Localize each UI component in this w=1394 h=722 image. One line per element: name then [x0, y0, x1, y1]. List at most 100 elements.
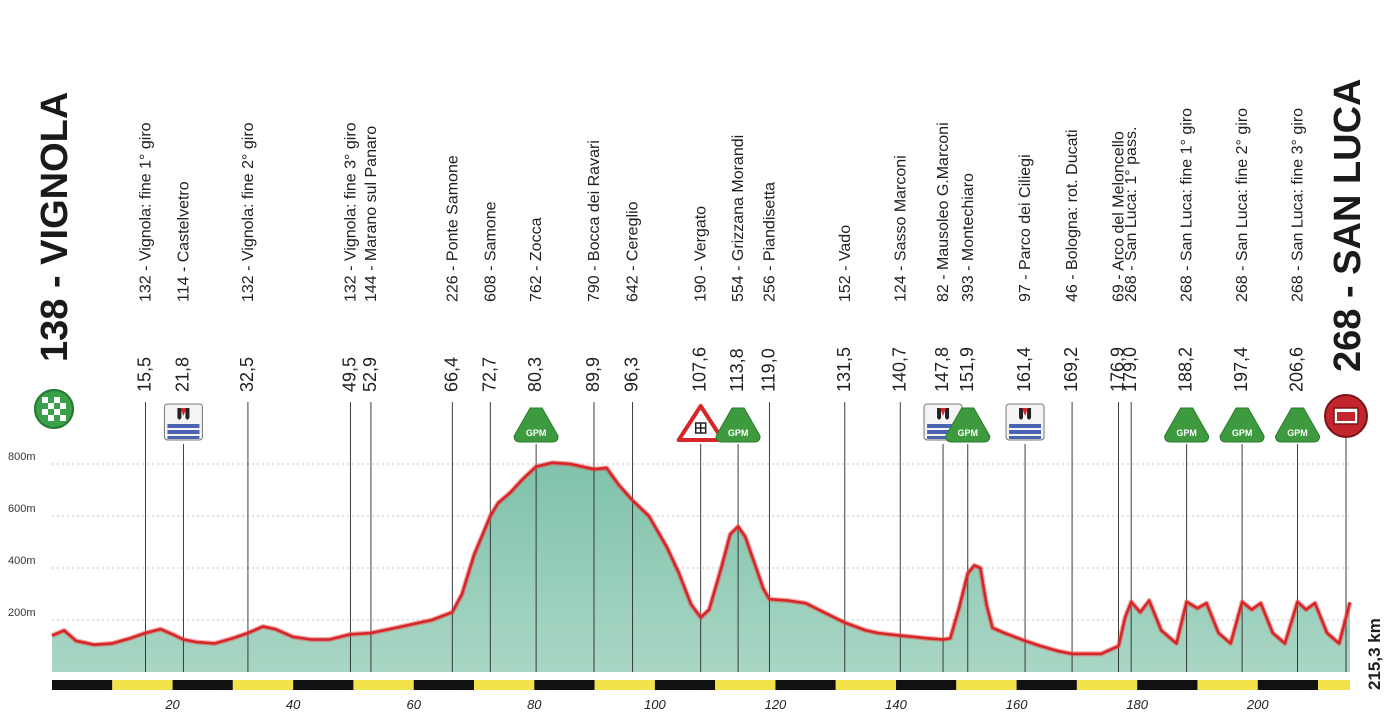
checkpoint-km-label: 96,3 — [622, 357, 642, 392]
checkpoint-place-label: 226 - Ponte Samone — [444, 155, 461, 302]
gpm-badge-text: GPM — [1176, 428, 1197, 438]
gpm-badge-text: GPM — [1287, 428, 1308, 438]
checkpoint-labels: 15,5 132 - Vignola: fine 1° giro 21,8 114 -… — [134, 108, 1306, 392]
x-axis-segment — [112, 680, 173, 690]
x-tick-label: 120 — [765, 697, 787, 712]
x-axis: 20 40 60 80 100 120 140 160 180 200 215,3 km — [52, 618, 1384, 712]
checkpoint-place-label: 268 - San Luca: fine 3° giro — [1290, 108, 1307, 302]
gpm-icon: GPM — [1164, 407, 1210, 443]
start-finish: 138 - VIGNOLA 268 - SAN LUCA — [34, 79, 1369, 438]
checkpoint-place-label: 124 - Sasso Marconi — [892, 155, 909, 302]
checkpoint-place-label: 554 - Grizzana Morandi — [730, 135, 747, 302]
checkpoint-place-label: 97 - Parco dei Ciliegi — [1017, 154, 1034, 302]
x-axis-segment — [1016, 680, 1077, 690]
x-tick-label: 60 — [406, 697, 421, 712]
y-axis: 200m 400m 600m 800m — [8, 451, 36, 619]
x-tick-label: 180 — [1126, 697, 1148, 712]
checkpoint-icons: GPM GPM GPM GPM GPM GPM — [163, 403, 1321, 443]
gpm-badge-text: GPM — [958, 428, 979, 438]
x-axis-segment — [232, 680, 294, 690]
x-axis-segment — [413, 680, 475, 690]
feed-zone-icon — [1005, 403, 1045, 441]
checkpoint-place-label: 642 - Cereglio — [625, 201, 642, 302]
x-axis-segment — [1076, 680, 1138, 690]
elevation-line-path — [51, 461, 1352, 656]
checkpoint-place-label: 152 - Vado — [837, 225, 854, 302]
x-axis-segment — [715, 680, 776, 690]
checkpoint-place-label: 114 - Castelvetro — [175, 181, 192, 302]
checkpoint-place-label: 132 - Vignola: fine 2° giro — [240, 122, 257, 302]
elevation-line — [51, 460, 1353, 657]
checkpoint-km-label: 151,9 — [957, 347, 977, 392]
gpm-badge-text: GPM — [728, 428, 749, 438]
checkpoint-km-label: 188,2 — [1176, 347, 1196, 392]
checkpoint-place-label: 132 - Vignola: fine 1° giro — [137, 122, 154, 302]
finish-title: 268 - SAN LUCA — [1327, 79, 1369, 373]
checkpoint-lines — [144, 402, 1347, 672]
checkpoint-km-label: 89,9 — [583, 357, 603, 392]
x-tick-label: 200 — [1246, 697, 1269, 712]
x-axis-segment — [1197, 680, 1258, 690]
gpm-icon: GPM — [513, 407, 559, 443]
y-tick-label: 600m — [8, 503, 36, 515]
gpm-icon: GPM — [1219, 407, 1265, 443]
x-axis-segment — [293, 680, 354, 690]
x-axis-segment — [1137, 680, 1198, 690]
start-flag-icon — [34, 389, 74, 429]
checkpoint-km-label: 113,8 — [727, 348, 747, 392]
checkpoint-km-label: 176,9 — [1107, 347, 1127, 392]
checkpoint-km-label: 80,3 — [525, 357, 545, 392]
checkpoint-km-label: 169,2 — [1061, 347, 1081, 392]
x-axis-segment — [474, 680, 535, 690]
y-tick-label: 200m — [8, 607, 36, 619]
x-axis-segment — [1257, 680, 1319, 690]
checkpoint-place-label: 268 - San Luca: fine 1° giro — [1179, 108, 1196, 302]
x-axis-segment — [956, 680, 1017, 690]
checkpoint-place-label: 144 - Marano sul Panaro — [363, 126, 380, 302]
x-tick-label: 100 — [644, 697, 666, 712]
x-axis-segment — [654, 680, 716, 690]
x-axis-segment — [172, 680, 233, 690]
checkpoint-km-label: 131,5 — [834, 347, 854, 392]
checkpoint-km-label: 206,6 — [1287, 347, 1307, 392]
finish-icon — [1324, 394, 1368, 438]
feed-zone-icon — [163, 403, 203, 441]
checkpoint-place-label: 790 - Bocca dei Ravari — [586, 140, 603, 302]
checkpoint-place-label: 190 - Vergato — [693, 206, 710, 302]
checkpoint-place-label: 46 - Bologna: rot. Ducati — [1064, 129, 1081, 302]
checkpoint-place-label: 132 - Vignola: fine 3° giro — [342, 122, 359, 302]
checkpoint-km-label: 197,4 — [1231, 347, 1251, 392]
x-tick-label: 20 — [164, 697, 180, 712]
total-distance-label: 215,3 km — [1365, 618, 1384, 690]
checkpoint-km-label: 52,9 — [360, 357, 380, 392]
checkpoint-km-label: 140,7 — [889, 347, 909, 392]
x-tick-label: 80 — [527, 697, 542, 712]
checkpoint-km-label: 66,4 — [441, 357, 461, 392]
checkpoint-km-label: 49,5 — [339, 357, 359, 392]
checkpoint-place-label: 762 - Zocca — [528, 217, 545, 302]
gpm-badge-text: GPM — [526, 428, 547, 438]
x-tick-label: 40 — [286, 697, 301, 712]
checkpoint-place-label: 268 - San Luca: 1° pass. — [1123, 127, 1140, 302]
x-axis-segment — [534, 680, 595, 690]
checkpoint-km-label: 72,7 — [479, 357, 499, 392]
gpm-icon: GPM — [715, 407, 761, 443]
checkpoint-km-label: 119,0 — [758, 348, 778, 392]
y-tick-label: 400m — [8, 555, 36, 567]
x-axis-segment — [1318, 680, 1350, 690]
checkpoint-km-label: 15,5 — [134, 357, 154, 392]
gpm-icon: GPM — [1275, 407, 1321, 443]
x-axis-segment — [594, 680, 655, 690]
rail-crossing-icon — [676, 404, 725, 442]
checkpoint-place-label: 69 - Arco del Meloncello — [1110, 131, 1127, 302]
checkpoint-km-label: 147,8 — [932, 347, 952, 392]
gpm-badge-text: GPM — [1232, 428, 1253, 438]
x-axis-segment — [52, 680, 113, 690]
checkpoint-place-label: 256 - Piandisetta — [761, 182, 778, 302]
x-axis-segment — [835, 680, 897, 690]
gpm-icon: GPM — [945, 407, 991, 443]
checkpoint-place-label: 268 - San Luca: fine 2° giro — [1234, 108, 1251, 302]
x-axis-segment — [775, 680, 836, 690]
checkpoint-km-label: 107,6 — [690, 347, 710, 392]
